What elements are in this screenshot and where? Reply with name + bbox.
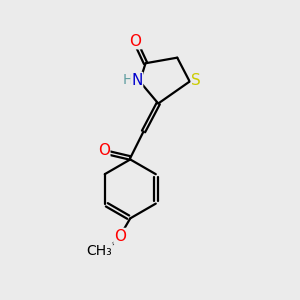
Text: H: H <box>122 73 133 87</box>
Text: S: S <box>191 73 201 88</box>
Text: O: O <box>114 229 126 244</box>
Text: CH₃: CH₃ <box>86 244 112 258</box>
Text: O: O <box>98 143 110 158</box>
Text: N: N <box>131 73 142 88</box>
Text: O: O <box>129 34 141 49</box>
